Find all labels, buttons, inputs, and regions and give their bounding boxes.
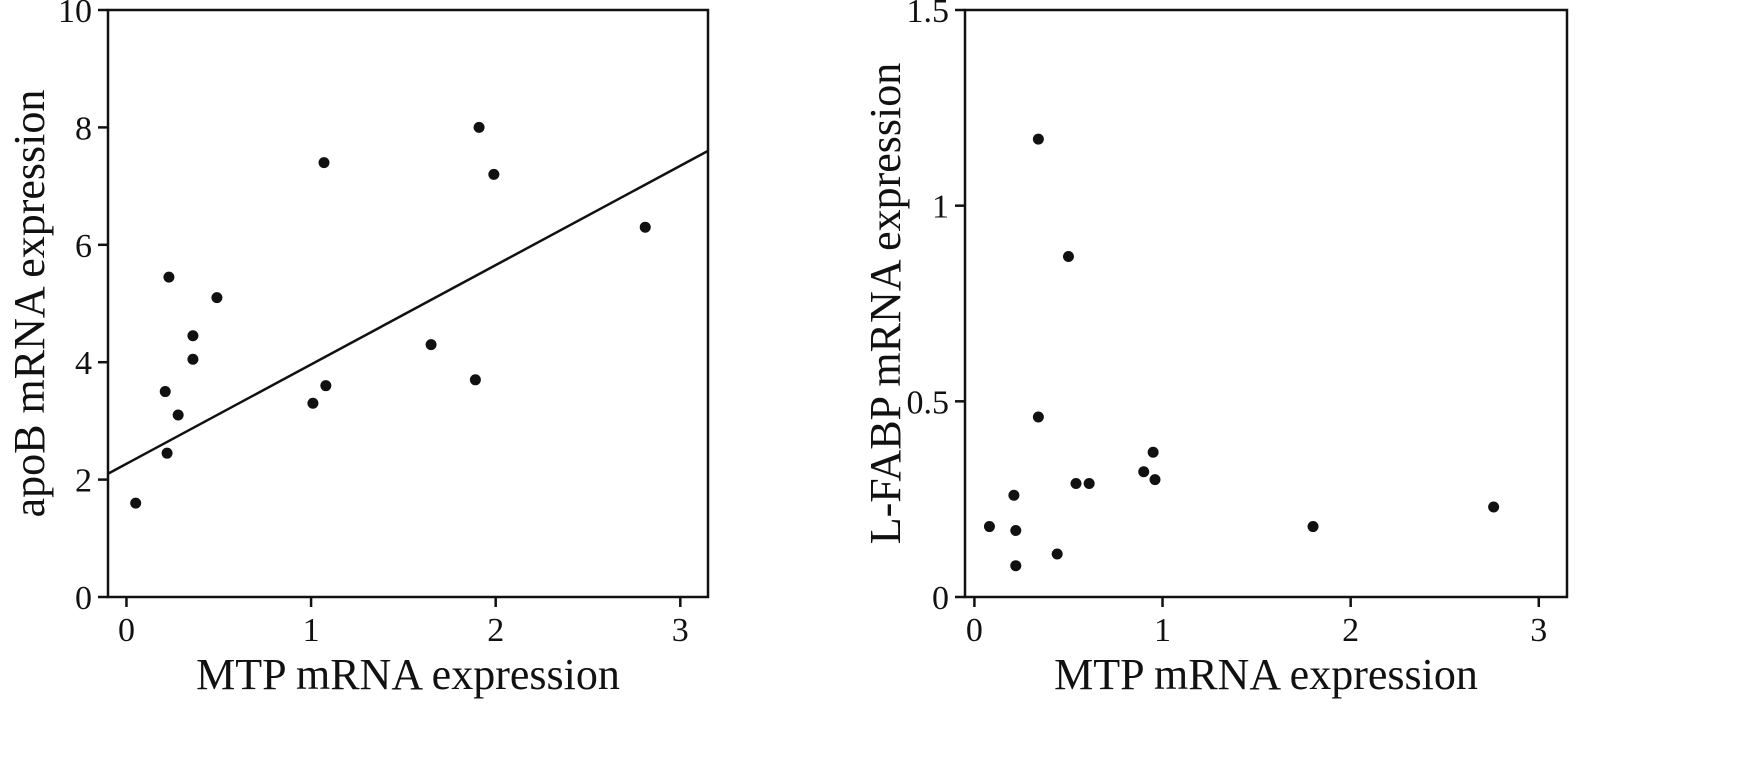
data-point <box>488 168 500 180</box>
x-tick-label: 1 <box>303 612 320 649</box>
plot-frame <box>106 8 710 599</box>
data-point <box>1010 560 1022 572</box>
data-point <box>425 339 437 351</box>
y-tick-label: 4 <box>75 345 92 382</box>
data-point <box>320 380 332 392</box>
y-tick-label: 10 <box>58 0 92 30</box>
data-point <box>469 374 481 386</box>
x-tick-label: 3 <box>672 612 689 649</box>
data-point <box>1147 446 1159 458</box>
y-tick-label: 1.5 <box>907 0 950 30</box>
data-point <box>639 221 651 233</box>
y-tick-label: 0 <box>932 580 949 617</box>
data-point <box>307 397 319 409</box>
data-point <box>1032 133 1044 145</box>
data-point <box>211 292 223 304</box>
data-point <box>1149 474 1161 486</box>
x-axis-label: MTP mRNA expression <box>1054 650 1478 699</box>
data-point <box>1070 478 1082 490</box>
y-tick-label: 0 <box>75 580 92 617</box>
x-axis-label: MTP mRNA expression <box>196 650 620 699</box>
data-point <box>318 157 330 169</box>
lfabp-scatter-panel: 0 1 2 3 0 0.5 1 1.5 MTP mRNA expression L-FABP mR… <box>861 0 1569 699</box>
data-point <box>1488 501 1500 513</box>
data-point <box>130 497 142 509</box>
y-tick-label: 6 <box>75 228 92 265</box>
data-point <box>1032 411 1044 423</box>
data-point <box>1010 524 1022 536</box>
data-point <box>187 330 199 342</box>
data-point <box>172 409 184 421</box>
plot-frame <box>963 8 1569 599</box>
x-tick-label: 0 <box>966 612 983 649</box>
data-point <box>1051 548 1063 560</box>
y-tick-label: 0.5 <box>907 384 950 421</box>
x-tick-label: 3 <box>1530 612 1547 649</box>
data-point <box>163 271 175 283</box>
data-point <box>983 521 995 533</box>
data-point <box>187 353 199 365</box>
data-point <box>161 447 173 459</box>
y-tick-label: 2 <box>75 463 92 500</box>
x-tick-label: 0 <box>118 612 135 649</box>
data-point <box>1008 489 1020 501</box>
data-point <box>1307 521 1319 533</box>
data-point <box>473 121 485 133</box>
data-point <box>1083 478 1095 490</box>
data-point <box>1062 251 1074 263</box>
y-axis-label: apoB mRNA expression <box>5 90 54 518</box>
apob-scatter-panel: 0 1 2 3 0 2 4 6 8 10 MTP mRNA expression apoB mRNA … <box>5 0 710 699</box>
y-axis-label: L-FABP mRNA expression <box>861 63 910 545</box>
y-tick-label: 8 <box>75 110 92 147</box>
x-tick-label: 1 <box>1154 612 1171 649</box>
x-tick-label: 2 <box>487 612 504 649</box>
regression-line <box>107 149 709 475</box>
y-tick-label: 1 <box>932 189 949 226</box>
x-tick-label: 2 <box>1342 612 1359 649</box>
data-point <box>1138 466 1150 478</box>
data-point <box>159 386 171 398</box>
